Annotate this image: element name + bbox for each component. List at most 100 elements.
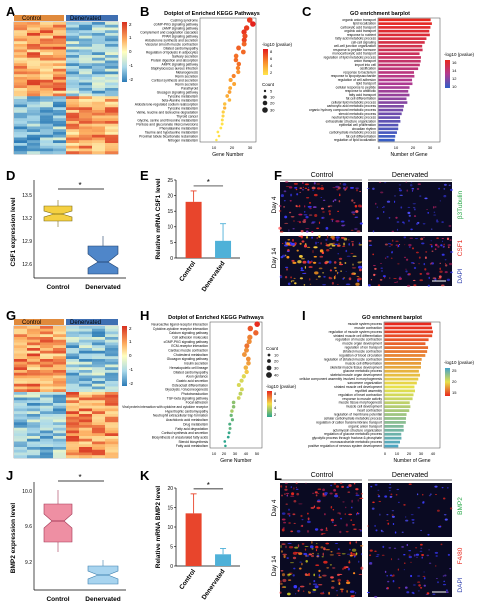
heatmap-cell [66,359,80,362]
stain-speck [305,228,310,229]
stain-speck [426,592,430,595]
stain-speck [291,280,295,282]
stain-speck [351,548,357,552]
stain-speck [347,491,351,493]
heatmap-cell [27,361,41,365]
stain-speck [423,236,425,239]
heatmap-cell [105,353,119,357]
stain-speck [355,210,359,213]
heatmap-cell [14,419,28,423]
stain-speck [354,592,357,594]
stain-speck [289,199,292,202]
go-term-bar [384,342,426,346]
heatmap-cell [27,353,41,357]
heatmap-cell [53,447,67,450]
heatmap-cell [79,353,93,357]
heatmap-cell [66,140,80,144]
heatmap-cell [92,394,106,398]
pathway-label: PPAR signaling pathway [162,34,198,38]
heatmap-a-scale-tick: 0 [129,49,132,54]
heatmap-cell [14,339,28,343]
dotplot-h-legend-color-tick: 8 [274,391,277,396]
go-term-bar [378,93,410,97]
heatmap-cell [66,403,80,406]
stain-speck [298,204,301,208]
heatmap-cell [92,110,106,113]
stain-speck [441,486,444,489]
dotplot-h: Dotplot of Enriched KEGG Pathways Neuroa… [122,315,296,464]
heatmap-cell [105,392,119,395]
pathway-label: cAMP signaling pathway [162,26,198,30]
stain-speck [318,221,321,225]
stain-speck [396,246,399,248]
barplot-c-legend-tick: 16 [452,60,457,65]
stain-speck [281,512,286,515]
heatmap-cell [92,55,106,58]
heatmap-cell [27,44,41,47]
heatmap-cell [27,345,41,349]
stain-speck [320,533,324,536]
stain-speck [382,545,385,548]
stain-speck [333,266,337,269]
stain-speck [333,261,337,264]
stain-speck [443,183,447,186]
dotplot-b-xtick: 20 [230,145,235,150]
heatmap-cell [92,430,106,434]
stain-speck [340,270,342,272]
stain-speck [430,262,433,264]
go-term-bar [384,432,402,436]
heatmap-cell [79,441,93,445]
stain-speck [428,549,430,551]
stain-speck [299,561,302,563]
stain-speck [320,197,323,198]
stain-speck [336,573,340,577]
heatmap-cell [27,134,41,138]
heatmap-cell [79,82,93,86]
heatmap-cell [40,337,54,340]
heatmap-cell [14,38,28,42]
stain-speck [325,549,330,551]
heatmap-cell [14,386,28,390]
stain-speck [369,549,373,552]
heatmap-cell [66,455,80,459]
heatmap-g-scale-tick: 1 [129,339,132,344]
go-term-bar [378,101,408,104]
heatmap-cell [92,381,106,384]
stain-speck [393,547,397,549]
pathway-dot [227,90,232,94]
heatmap-cell [53,342,67,346]
heatmap-cell [53,449,67,453]
heatmap-cell [40,326,54,329]
heatmap-cell [27,414,41,417]
stain-speck [439,267,441,271]
heatmap-cell [79,436,93,439]
heatmap-cell [105,405,119,409]
heatmap-cell [66,85,80,89]
heatmap-cell [27,383,41,387]
heatmap-cell [53,356,67,360]
heatmap-cell [66,452,80,456]
stain-speck [345,531,349,533]
heatmap-cell [79,447,93,450]
stain-speck [295,188,298,191]
stain-speck [304,183,309,186]
stain-speck [325,242,327,245]
stain-speck [407,206,411,208]
stain-speck [310,222,315,224]
heatmap-cell [40,41,54,45]
micrograph-l-cells [279,482,453,598]
stain-speck [283,244,289,247]
heatmap-cell [92,455,106,459]
heatmap-cell [53,110,67,113]
heatmap-cell [105,24,119,28]
stain-speck [412,203,416,205]
heatmap-cell [53,134,67,138]
stain-speck [286,557,289,559]
pathway-dot [244,347,249,353]
pathway-label: Thyroid cancer [176,114,199,118]
stain-speck [448,184,451,186]
pathway-dot [217,134,221,138]
go-term-label: cellular response to peptide [336,85,376,89]
bar-category-label: Denervated [201,568,227,601]
